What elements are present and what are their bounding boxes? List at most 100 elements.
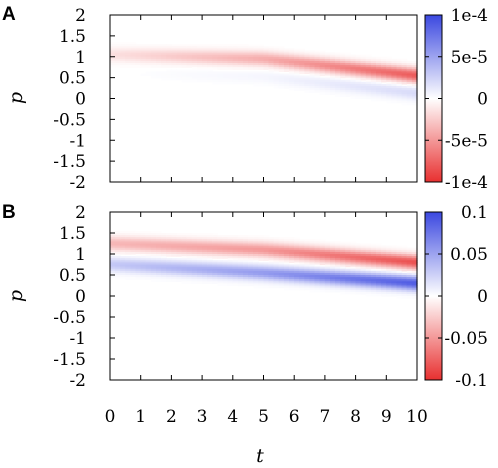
panel-b-heatmap-cell — [406, 251, 413, 255]
panel-b-heatmap-cell — [253, 275, 259, 278]
panel-b-heatmap-cell — [150, 249, 157, 253]
panel-a-heatmap-cell — [232, 63, 239, 66]
panel-a-heatmap-cell — [355, 67, 362, 70]
panel-b-heatmap-cell — [150, 239, 157, 242]
panel-b-heatmap-cell — [161, 233, 167, 236]
panel-a-heatmap-cell — [248, 71, 254, 75]
panel-b-heatmap-cell — [391, 254, 398, 257]
panel-b-heatmap-cell — [273, 247, 280, 251]
panel-a-heatmap-cell — [360, 90, 367, 93]
panel-b-heatmap-cell — [110, 243, 116, 247]
panel-a-heatmap-cell — [181, 65, 188, 68]
panel-b-heatmap-cell — [360, 256, 367, 259]
panel-b-heatmap-cell — [396, 277, 403, 280]
panel-b-heatmap-cell — [283, 258, 290, 261]
panel-a-heatmap-cell — [406, 60, 413, 64]
panel-b-heatmap-cell — [304, 251, 311, 255]
panel-b-heatmap-cell — [391, 260, 398, 263]
panel-a-heatmap-cell — [237, 48, 244, 52]
panel-a-heatmap-cell — [299, 79, 306, 83]
panel-b-heatmap-cell — [381, 268, 387, 272]
panel-b-heatmap-cell — [115, 233, 121, 236]
panel-a-heatmap-cell — [376, 75, 382, 79]
panel-b-heatmap-cell — [217, 270, 224, 274]
panel-b-heatmap-cell — [253, 285, 259, 289]
panel-b-heatmap-cell — [263, 262, 270, 266]
panel-a-heatmap-cell — [324, 54, 331, 58]
panel-b-heatmap-cell — [324, 289, 331, 293]
panel-a-heatmap-cell — [391, 100, 398, 104]
panel-b-heatmap-cell — [125, 249, 132, 253]
panel-a-heatmap-cell — [222, 56, 229, 60]
panel-a-heatmap-cell — [309, 81, 316, 85]
panel-b-heatmap-cell — [289, 270, 295, 274]
panel-a-heatmap-cell — [345, 52, 352, 56]
panel-a-heatmap-cell — [110, 46, 116, 49]
panel-a-heatmap-cell — [181, 54, 188, 58]
panel-b-heatmap-cell — [196, 266, 203, 270]
panel-b-heatmap-cell — [355, 258, 362, 261]
panel-a-heatmap-cell — [181, 56, 188, 60]
panel-a-heatmap-cell — [191, 48, 198, 52]
panel-b-heatmap-cell — [376, 254, 382, 257]
panel-b-heatmap-cell — [120, 233, 126, 236]
panel-b-heatmap-cell — [309, 241, 316, 245]
panel-b-heatmap-cell — [365, 272, 372, 276]
panel-a-heatmap-cell — [268, 58, 275, 62]
panel-b-heatmap-cell — [156, 241, 162, 245]
panel-b-heatmap-cell — [278, 279, 285, 282]
panel-b-heatmap-cell — [340, 291, 346, 295]
panel-a-heatmap-cell — [222, 50, 229, 54]
panel-b-heatmap-cell — [411, 262, 418, 266]
panel-b-heatmap-cell — [196, 258, 203, 261]
panel-a-heatmap-cell — [294, 73, 300, 77]
panel-a-heatmap-cell — [263, 60, 270, 64]
panel-b-heatmap-cell — [345, 285, 352, 289]
panel-b-heatmap-cell — [191, 264, 198, 268]
panel-b-heatmap-cell — [227, 249, 234, 253]
panel-a-heatmap-cell — [401, 75, 408, 79]
panel-b-heatmap-cell — [150, 251, 157, 255]
panel-b-heatmap-cell — [314, 272, 321, 276]
panel-b-heatmap-cell — [370, 287, 377, 291]
panel-a-heatmap-cell — [355, 63, 362, 66]
panel-a-heatmap-cell — [125, 48, 132, 52]
panel-b-heatmap-cell — [268, 258, 275, 261]
panel-b-ytick-label: 1.5 — [59, 224, 86, 244]
panel-a-heatmap-cell — [381, 77, 387, 81]
panel-a-heatmap-cell — [411, 85, 418, 89]
panel-b-heatmap-cell — [258, 245, 265, 249]
panel-a-heatmap-cell — [386, 73, 393, 77]
panel-b-heatmap-cell — [237, 281, 244, 284]
panel-b-heatmap-cell — [115, 277, 121, 280]
panel-b-heatmap-cell — [202, 262, 208, 266]
panel-a-heatmap-cell — [411, 65, 418, 68]
panel-b-heatmap-cell — [171, 237, 178, 240]
panel-a-heatmap-cell — [273, 60, 280, 64]
panel-b-heatmap-cell — [294, 268, 300, 272]
panel-b-heatmap-cell — [330, 275, 336, 278]
panel-b-heatmap-cell — [309, 287, 316, 291]
panel-b-heatmap-cell — [258, 239, 265, 242]
panel-b-heatmap-cell — [299, 256, 306, 259]
panel-b-heatmap-cell — [360, 251, 367, 255]
panel-b-heatmap-cell — [411, 272, 418, 276]
panel-a-heatmap-cell — [350, 75, 357, 79]
panel-b-heatmap-cell — [304, 243, 311, 247]
panel-a-heatmap-cell — [207, 58, 213, 62]
panel-a-heatmap-cell — [283, 50, 290, 54]
panel-b-heatmap-cell — [196, 277, 203, 280]
panel-b-heatmap-cell — [253, 272, 259, 276]
panel-a-heatmap-cell — [391, 92, 398, 95]
panel-b-heatmap-cell — [248, 260, 254, 263]
panel-b-heatmap-cell — [222, 237, 229, 240]
panel-b-heatmap-cell — [330, 247, 336, 251]
panel-a-heatmap-cell — [330, 83, 336, 87]
panel-a-heatmap-cell — [386, 71, 393, 75]
panel-b-heatmap-cell — [237, 262, 244, 266]
panel-a-heatmap-cell — [181, 69, 188, 72]
panel-a-heatmap-cell — [186, 56, 193, 60]
panel-a-heatmap-cell — [273, 58, 280, 62]
panel-a-heatmap-cell — [396, 96, 403, 100]
panel-a-heatmap-cell — [355, 94, 362, 98]
